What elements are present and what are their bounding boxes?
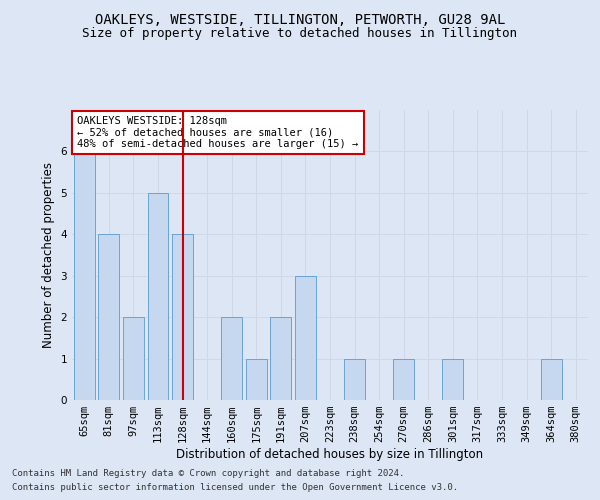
Text: OAKLEYS WESTSIDE: 128sqm
← 52% of detached houses are smaller (16)
48% of semi-d: OAKLEYS WESTSIDE: 128sqm ← 52% of detach… <box>77 116 358 149</box>
Text: Size of property relative to detached houses in Tillington: Size of property relative to detached ho… <box>83 28 517 40</box>
Bar <box>148 193 169 400</box>
Bar <box>344 358 365 400</box>
Text: OAKLEYS, WESTSIDE, TILLINGTON, PETWORTH, GU28 9AL: OAKLEYS, WESTSIDE, TILLINGTON, PETWORTH,… <box>95 12 505 26</box>
Bar <box>221 317 242 400</box>
Bar <box>123 317 144 400</box>
Y-axis label: Number of detached properties: Number of detached properties <box>42 162 55 348</box>
Text: Contains public sector information licensed under the Open Government Licence v3: Contains public sector information licen… <box>12 484 458 492</box>
Bar <box>295 276 316 400</box>
Bar <box>271 317 292 400</box>
X-axis label: Distribution of detached houses by size in Tillington: Distribution of detached houses by size … <box>176 448 484 461</box>
Bar <box>393 358 414 400</box>
Bar <box>98 234 119 400</box>
Text: Contains HM Land Registry data © Crown copyright and database right 2024.: Contains HM Land Registry data © Crown c… <box>12 468 404 477</box>
Bar <box>246 358 267 400</box>
Bar <box>74 152 95 400</box>
Bar <box>442 358 463 400</box>
Bar <box>541 358 562 400</box>
Bar <box>172 234 193 400</box>
